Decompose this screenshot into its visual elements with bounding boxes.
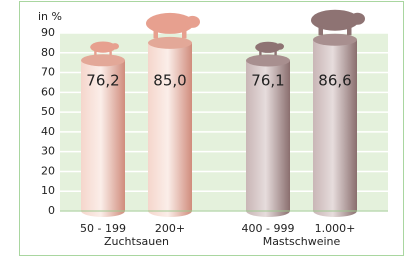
bar <box>313 40 357 211</box>
bar-top <box>81 54 125 66</box>
bar-top <box>313 34 357 46</box>
pig-part <box>319 26 324 35</box>
pig-part <box>111 43 119 49</box>
y-axis-label: in % <box>38 10 62 23</box>
group-label: Zuchtsauen <box>104 235 169 248</box>
pig-part <box>154 29 159 38</box>
pig-part <box>350 13 365 25</box>
value-label: 76,1 <box>251 72 284 90</box>
y-tick-label: 80 <box>41 46 55 59</box>
y-tick-label: 30 <box>41 145 55 158</box>
y-tick-label: 60 <box>41 85 55 98</box>
bar <box>148 43 192 211</box>
chart: in % 0 10 20 30 40 50 60 70 80 90 76,2 50 - 199 85,0… <box>0 0 408 258</box>
y-tick-label: 50 <box>41 105 55 118</box>
pig-part <box>185 16 200 28</box>
group-label: Mastschweine <box>263 235 341 248</box>
value-label: 76,2 <box>86 72 119 90</box>
pig-part <box>94 50 96 55</box>
y-tick-label: 40 <box>41 125 55 138</box>
pig-part <box>347 26 352 35</box>
pig-part <box>276 43 284 49</box>
y-tick-label: 0 <box>48 204 55 217</box>
y-tick-label: 20 <box>41 164 55 177</box>
pig-icon <box>311 10 365 36</box>
pig-part <box>274 50 276 55</box>
value-label: 85,0 <box>153 72 186 90</box>
x-tick-label: 50 - 199 <box>80 222 126 235</box>
y-tick-label: 70 <box>41 66 55 79</box>
y-tick-label: 90 <box>41 26 55 39</box>
bar-top <box>148 37 192 49</box>
value-label: 86,6 <box>318 72 351 90</box>
x-tick-label: 400 - 999 <box>242 222 295 235</box>
bar-top <box>246 54 290 66</box>
x-tick-label: 1.000+ <box>315 222 356 235</box>
pig-part <box>182 29 187 38</box>
x-tick-label: 200+ <box>155 222 185 235</box>
y-tick-label: 10 <box>41 184 55 197</box>
pig-part <box>109 50 111 55</box>
pig-part <box>259 50 261 55</box>
